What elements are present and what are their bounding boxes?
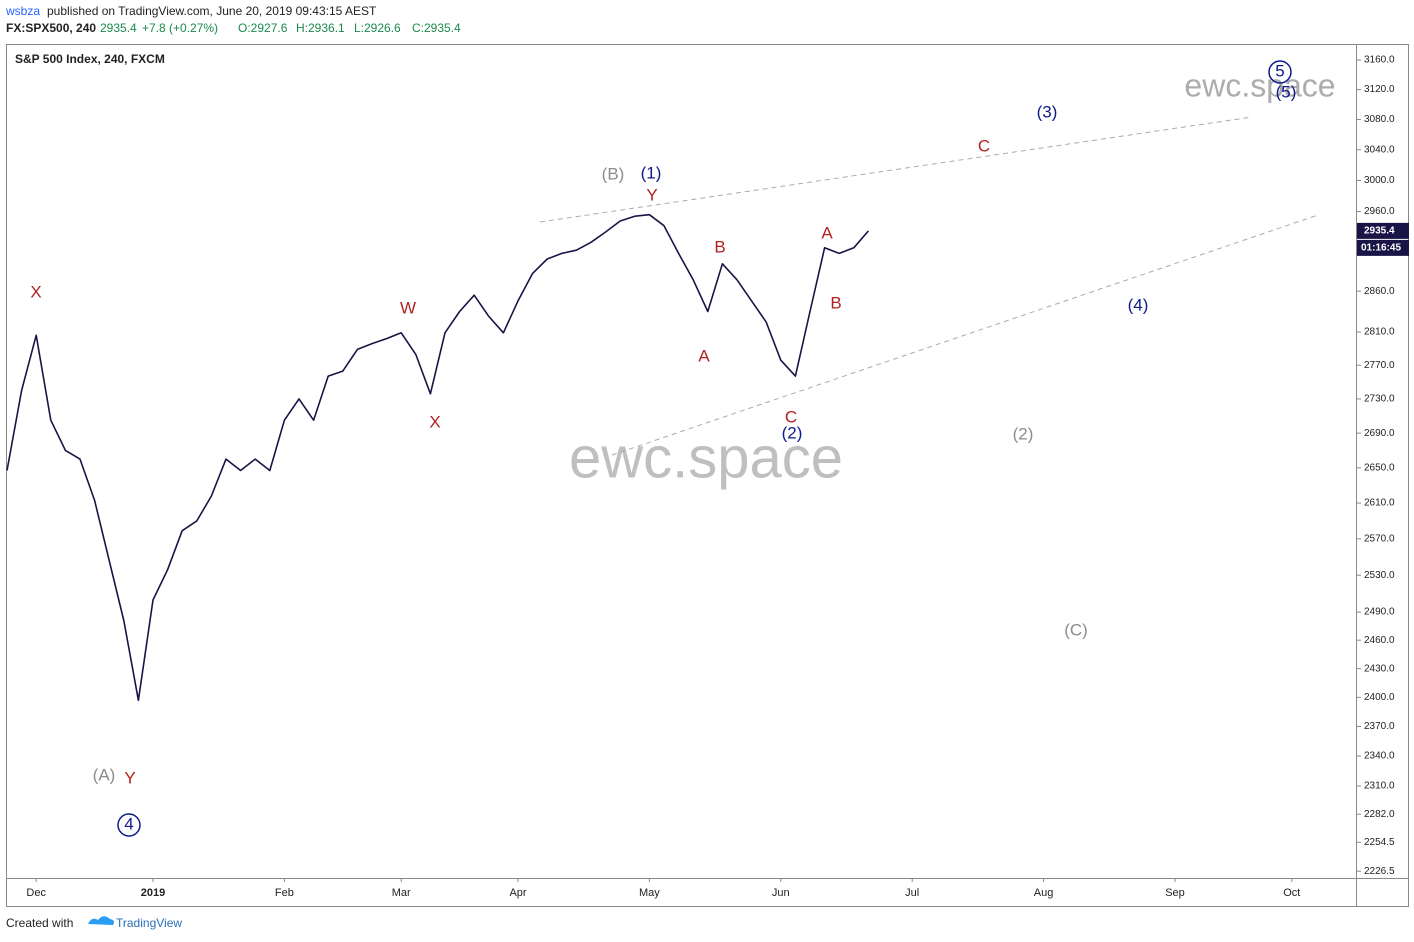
- y-tick-label: 2490.0: [1364, 607, 1395, 618]
- wave-label: (5): [1276, 82, 1297, 101]
- wave-label: B: [714, 237, 725, 256]
- change: +7.8 (+0.27%): [142, 21, 218, 35]
- y-tick-label: 2226.5: [1364, 866, 1395, 877]
- y-tick-label: 3080.0: [1364, 114, 1395, 125]
- chart-title: S&P 500 Index, 240, FXCM: [15, 52, 165, 66]
- y-tick-label: 3160.0: [1364, 55, 1395, 66]
- wave-label: (C): [1064, 620, 1088, 639]
- wave-label: X: [30, 282, 41, 301]
- x-tick-label: Jul: [905, 887, 919, 899]
- y-tick-label: 2400.0: [1364, 692, 1395, 703]
- y-tick-label: 2570.0: [1364, 533, 1395, 544]
- wave-label: 4: [124, 814, 133, 833]
- y-tick-label: 2430.0: [1364, 663, 1395, 674]
- x-tick-label: Dec: [26, 887, 46, 899]
- published: published on TradingView.com, June 20, 2…: [47, 4, 377, 18]
- x-tick-label: Oct: [1283, 887, 1300, 899]
- x-tick-label: 2019: [141, 887, 165, 899]
- y-tick-label: 2960.0: [1364, 206, 1395, 217]
- wave-label: A: [698, 346, 710, 365]
- watermark: ewc.space: [569, 425, 843, 490]
- wave-label: X: [429, 412, 440, 431]
- y-tick-label: 2810.0: [1364, 327, 1395, 338]
- y-tick-label: 2730.0: [1364, 394, 1395, 405]
- y-tick-label: 2610.0: [1364, 498, 1395, 509]
- low: L:2926.6: [354, 21, 401, 35]
- x-tick-label: Sep: [1165, 887, 1185, 899]
- y-tick-label: 2254.5: [1364, 837, 1395, 848]
- y-tick-label: 2770.0: [1364, 360, 1395, 371]
- y-tick-label: 3040.0: [1364, 144, 1395, 155]
- countdown-box: [1357, 239, 1409, 256]
- y-tick-label: 2340.0: [1364, 751, 1395, 762]
- wave-label: 5: [1275, 61, 1284, 80]
- trend-line: [611, 214, 1319, 456]
- y-tick-label: 3000.0: [1364, 175, 1395, 186]
- footer-created: Created with: [6, 916, 73, 930]
- frame: [6, 44, 1409, 907]
- price-line: [6, 213, 870, 702]
- wave-label: (B): [602, 164, 625, 183]
- brand-logo: [88, 916, 114, 925]
- open: O:2927.6: [238, 21, 288, 35]
- wave-circle: [1268, 60, 1292, 84]
- y-tick-label: 2460.0: [1364, 635, 1395, 646]
- y-tick-label: 2370.0: [1364, 721, 1395, 732]
- y-tick-label: 2690.0: [1364, 428, 1395, 439]
- last-price-box: [1357, 222, 1409, 239]
- wave-label: (A): [93, 765, 116, 784]
- wave-label: Y: [124, 768, 135, 787]
- y-tick-label: 2530.0: [1364, 570, 1395, 581]
- wave-label: (2): [1013, 424, 1034, 443]
- x-tick-label: Apr: [509, 887, 526, 899]
- wave-label: (1): [641, 163, 662, 182]
- wave-label: (4): [1128, 295, 1149, 314]
- y-tick-label: 2650.0: [1364, 462, 1395, 473]
- countdown-label: 01:16:45: [1361, 243, 1401, 254]
- y-tick-label: 3120.0: [1364, 84, 1395, 95]
- watermark: ewc.space: [1184, 67, 1335, 103]
- wave-label: C: [978, 136, 990, 155]
- y-tick-label: 2310.0: [1364, 781, 1395, 792]
- x-tick-label: Mar: [392, 887, 411, 899]
- close: C:2935.4: [412, 21, 461, 35]
- trend-line: [539, 116, 1253, 223]
- footer-brand[interactable]: TradingView: [116, 916, 182, 930]
- wave-label: Y: [646, 185, 657, 204]
- symbol: FX:SPX500, 240: [6, 21, 96, 35]
- wave-label: A: [821, 223, 833, 242]
- wave-circle: [117, 813, 141, 837]
- wave-label: W: [400, 298, 416, 317]
- wave-label: (2): [782, 423, 803, 442]
- x-tick-label: Aug: [1034, 887, 1054, 899]
- wave-label: (3): [1037, 102, 1058, 121]
- x-tick-label: May: [639, 887, 660, 899]
- last: 2935.4: [100, 21, 137, 35]
- wave-label: C: [785, 407, 797, 426]
- y-tick-label: 2860.0: [1364, 286, 1395, 297]
- high: H:2936.1: [296, 21, 345, 35]
- x-tick-label: Feb: [275, 887, 294, 899]
- wave-label: B: [830, 293, 841, 312]
- y-tick-label: 2282.0: [1364, 809, 1395, 820]
- last-price-label: 2935.4: [1364, 226, 1395, 237]
- x-tick-label: Jun: [772, 887, 790, 899]
- user: wsbza: [5, 4, 40, 18]
